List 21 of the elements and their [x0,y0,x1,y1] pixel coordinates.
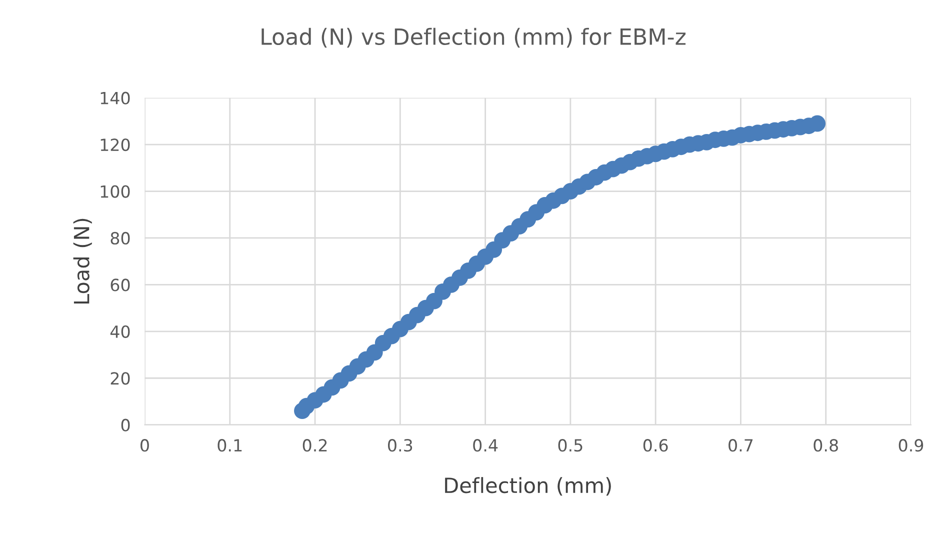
y-axis-title: Load (N) [73,218,92,304]
y-tick-label: 80 [110,232,130,245]
y-tick-label: 40 [110,325,130,338]
y-tick-label: 60 [110,278,130,292]
y-tick-label: 20 [110,372,130,385]
x-axis-title: Deflection (mm) [445,477,611,496]
y-tick-label: 100 [100,185,130,198]
x-tick-label: 0.2 [302,439,327,452]
y-tick-label: 0 [121,418,130,432]
x-tick-label: 0.6 [643,439,668,452]
x-tick-label: 0 [140,439,149,452]
x-tick-label: 0.9 [898,439,924,452]
x-tick-label: 0.7 [728,439,753,452]
x-tick-label: 0.5 [558,439,582,452]
x-tick-label: 0.3 [388,439,412,452]
x-tick-label: 0.1 [218,439,242,452]
chart-title: Load (N) vs Deflection (mm) for EBM-z [262,28,686,48]
x-tick-label: 0.8 [814,439,838,452]
x-tick-label: 0.4 [473,439,498,452]
y-tick-label: 120 [100,138,130,152]
y-tick-label: 140 [100,92,130,104]
